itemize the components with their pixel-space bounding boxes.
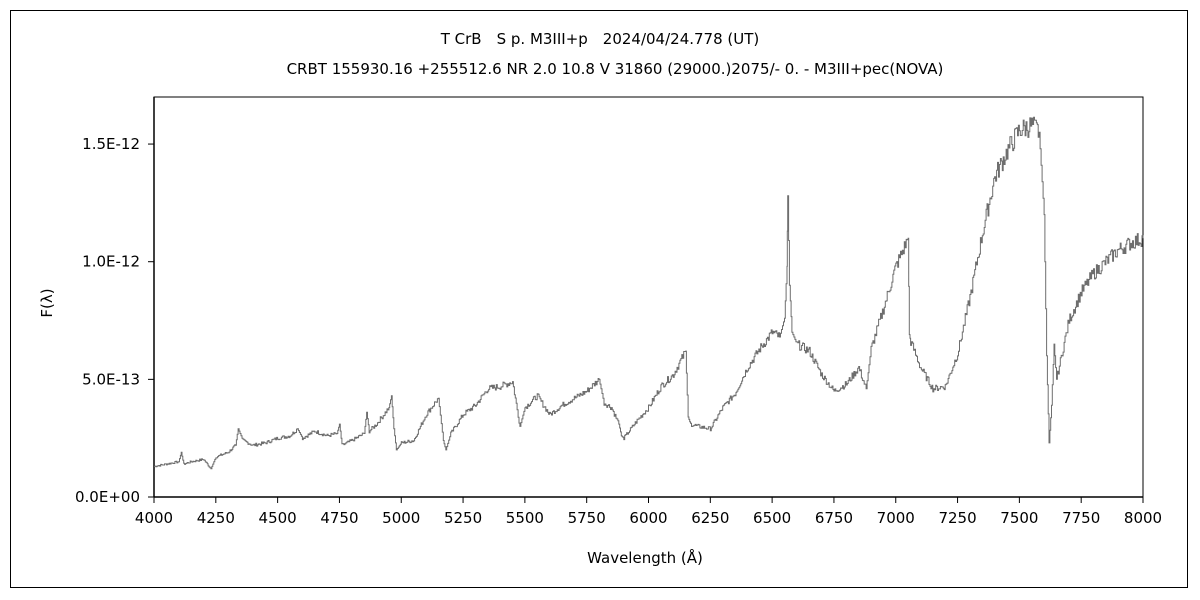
x-tick-label: 7000 [877, 509, 915, 527]
x-tick-label: 6000 [629, 509, 667, 527]
x-axis-label: Wavelength (Å) [587, 548, 703, 567]
x-tick-label: 6500 [753, 509, 791, 527]
y-tick-label: 5.0E-13 [82, 370, 140, 388]
x-tick-label: 5250 [444, 509, 482, 527]
x-tick-label: 7250 [938, 509, 976, 527]
x-tick-label: 4750 [320, 509, 358, 527]
chart-frame: T CrB S p. M3III+p 2024/04/24.778 (UT) C… [10, 10, 1188, 588]
x-tick-label: 4000 [135, 509, 173, 527]
x-tick-label: 6250 [691, 509, 729, 527]
x-tick-label: 6750 [815, 509, 853, 527]
plot-area: 4000 4250 4500 4750 5000 5250 5500 5750 6000 6250… [75, 96, 1162, 527]
y-tick-label: 0.0E+00 [75, 488, 140, 506]
chart-subtitle: CRBT 155930.16 +255512.6 NR 2.0 10.8 V 3… [287, 60, 944, 78]
x-tick-label: 5750 [568, 509, 606, 527]
x-tick-label: 5500 [506, 509, 544, 527]
spectrum-series-line [154, 116, 1144, 470]
x-tick-label: 7750 [1062, 509, 1100, 527]
y-tick-label: 1.0E-12 [82, 253, 140, 271]
x-tick-label: 5000 [382, 509, 420, 527]
x-tick-label: 4250 [197, 509, 235, 527]
x-tick-label: 4500 [259, 509, 297, 527]
spectrum-chart: T CrB S p. M3III+p 2024/04/24.778 (UT) C… [38, 30, 1162, 567]
y-axis-label: F(λ) [38, 288, 56, 317]
x-tick-label: 8000 [1124, 509, 1162, 527]
chart-title: T CrB S p. M3III+p 2024/04/24.778 (UT) [440, 30, 760, 48]
y-tick-label: 1.5E-12 [82, 135, 140, 153]
x-tick-label: 7500 [1000, 509, 1038, 527]
